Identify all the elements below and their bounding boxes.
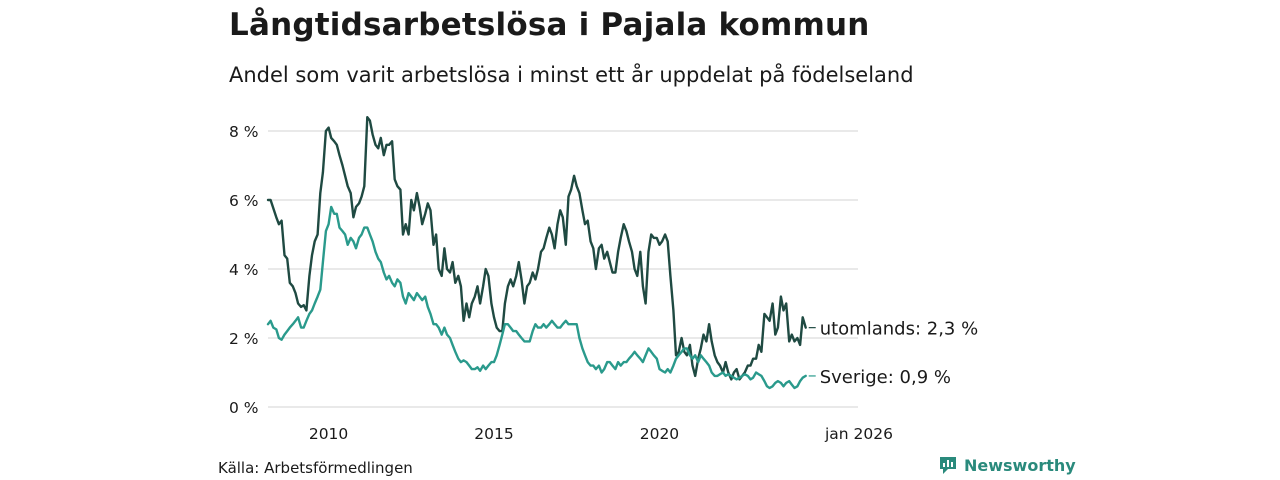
x-axis: 2010 2015 2020 jan 2026 xyxy=(309,425,893,443)
end-label-utomlands: utomlands: 2,3 % xyxy=(820,319,979,340)
series-line-sverige xyxy=(266,205,807,390)
end-label-sverige: Sverige: 0,9 % xyxy=(820,367,951,388)
x-tick-label-jan-2026: jan 2026 xyxy=(824,425,893,443)
y-tick-label-8: 8 % xyxy=(229,123,259,141)
gridlines xyxy=(268,130,858,408)
y-axis: 0 % 2 % 4 % 6 % 8 % xyxy=(229,123,259,417)
brand-logo[interactable]: Newsworthy xyxy=(938,455,1076,475)
x-tick-label-2015: 2015 xyxy=(474,425,513,443)
y-tick-label-6: 6 % xyxy=(229,192,259,210)
series-line-utomlands xyxy=(266,116,807,381)
chart-title: Långtidsarbetslösa i Pajala kommun xyxy=(229,7,870,43)
newsworthy-icon xyxy=(940,457,956,474)
brand-name: Newsworthy xyxy=(964,455,1076,475)
y-tick-label-0: 0 % xyxy=(229,399,259,417)
x-tick-label-2020: 2020 xyxy=(640,425,679,443)
y-tick-label-2: 2 % xyxy=(229,330,259,348)
chart-subtitle: Andel som varit arbetslösa i minst ett å… xyxy=(229,63,914,87)
series-lines xyxy=(266,116,807,390)
x-tick-label-2010: 2010 xyxy=(309,425,348,443)
source-note: Källa: Arbetsförmedlingen xyxy=(218,459,413,477)
series-end-labels: utomlands: 2,3 % Sverige: 0,9 % xyxy=(808,319,979,388)
y-tick-label-4: 4 % xyxy=(229,261,259,279)
